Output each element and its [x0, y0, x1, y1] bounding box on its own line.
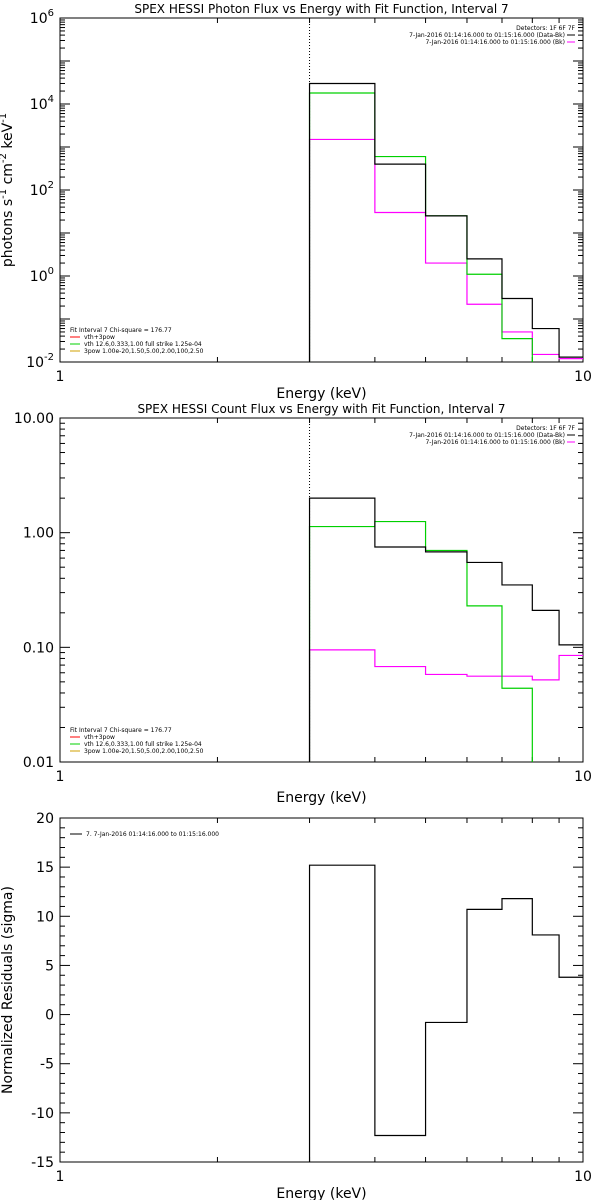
legend-label: vth 12.6,0.333,1.00 full strike 1.25e-04 — [84, 341, 202, 348]
x-tick-label: 10 — [574, 369, 592, 385]
y-axis-label: photons s-1 cm-2 keV-1 — [0, 113, 16, 267]
fit-info: Fit Interval 7 Chi-square = 176.77 — [70, 727, 172, 734]
y-tick-label: 104 — [30, 94, 54, 113]
y-tick-label: -5 — [40, 1057, 54, 1073]
series-data-bk — [308, 497, 583, 762]
x-axis-label: Energy (keV) — [276, 386, 366, 402]
chart-panel-1: SPEX HESSI Photon Flux vs Energy with Fi… — [0, 2, 592, 402]
y-tick-label: 102 — [30, 180, 54, 199]
chart-title: SPEX HESSI Photon Flux vs Energy with Fi… — [134, 2, 508, 16]
y-tick-label: 10.00 — [14, 411, 54, 427]
annotation-text: Detectors: 1F 6F 7F — [516, 425, 575, 432]
legend-label: vth+3pow — [84, 334, 115, 341]
x-tick-label: 1 — [56, 369, 65, 385]
y-tick-label: 1.00 — [23, 526, 54, 542]
legend-label: 3pow 1.00e-20,1.50,5.00,2.00,100,2.50 — [84, 348, 204, 355]
annotation-text: Detectors: 1F 6F 7F — [516, 25, 575, 32]
y-tick-label: 106 — [30, 8, 54, 27]
y-tick-label: 15 — [36, 860, 54, 876]
y-tick-label: 0.10 — [23, 640, 54, 656]
y-tick-label: 0.01 — [23, 755, 54, 771]
legend-label: vth 12.6,0.333,1.00 full strike 1.25e-04 — [84, 741, 202, 748]
y-tick-label: 10 — [36, 909, 54, 925]
y-tick-label: -10 — [31, 1106, 54, 1122]
y-tick-label: -15 — [31, 1155, 54, 1171]
series-3pow — [308, 649, 583, 762]
plot-frame — [59, 817, 584, 1163]
legend-label: 7. 7-Jan-2016 01:14:16.000 to 01:15:16.0… — [86, 831, 219, 838]
x-tick-label: 10 — [574, 1169, 592, 1185]
x-axis-label: Energy (keV) — [276, 790, 366, 806]
x-tick-label: 1 — [56, 769, 65, 785]
chart-panel-2: SPEX HESSI Count Flux vs Energy with Fit… — [14, 402, 592, 806]
y-tick-label: 0 — [45, 1008, 54, 1024]
chart-title: SPEX HESSI Count Flux vs Energy with Fit… — [137, 402, 505, 416]
fit-info: Fit Interval 7 Chi-square = 176.77 — [70, 327, 172, 334]
x-tick-label: 10 — [574, 769, 592, 785]
y-axis-label: Normalized Residuals (sigma) — [0, 886, 16, 1094]
annotation-text: 7-Jan-2016 01:14:16.000 to 01:15:16.000 … — [409, 32, 565, 39]
x-tick-label: 1 — [56, 1169, 65, 1185]
y-tick-label: 10-2 — [26, 352, 54, 371]
legend-label: 3pow 1.00e-20,1.50,5.00,2.00,100,2.50 — [84, 748, 204, 755]
plot-frame — [59, 417, 584, 763]
annotation-text: 7-Jan-2016 01:14:16.000 to 01:15:16.000 … — [425, 439, 565, 446]
legend-label: vth+3pow — [84, 734, 115, 741]
chart-panel-3: 1 10 -15 -10 -5 0 5 10 15 20 Energy (keV) Normalize… — [0, 811, 592, 1200]
y-tick-label: 100 — [30, 266, 54, 285]
annotation-text: 7-Jan-2016 01:14:16.000 to 01:15:16.000 … — [425, 39, 565, 46]
series-data-bk — [308, 82, 583, 362]
y-tick-label: 20 — [36, 811, 54, 827]
series-residuals — [308, 864, 583, 1162]
annotation-text: 7-Jan-2016 01:14:16.000 to 01:15:16.000 … — [409, 432, 565, 439]
x-axis-label: Energy (keV) — [276, 1186, 366, 1200]
y-tick-label: 5 — [45, 958, 54, 974]
